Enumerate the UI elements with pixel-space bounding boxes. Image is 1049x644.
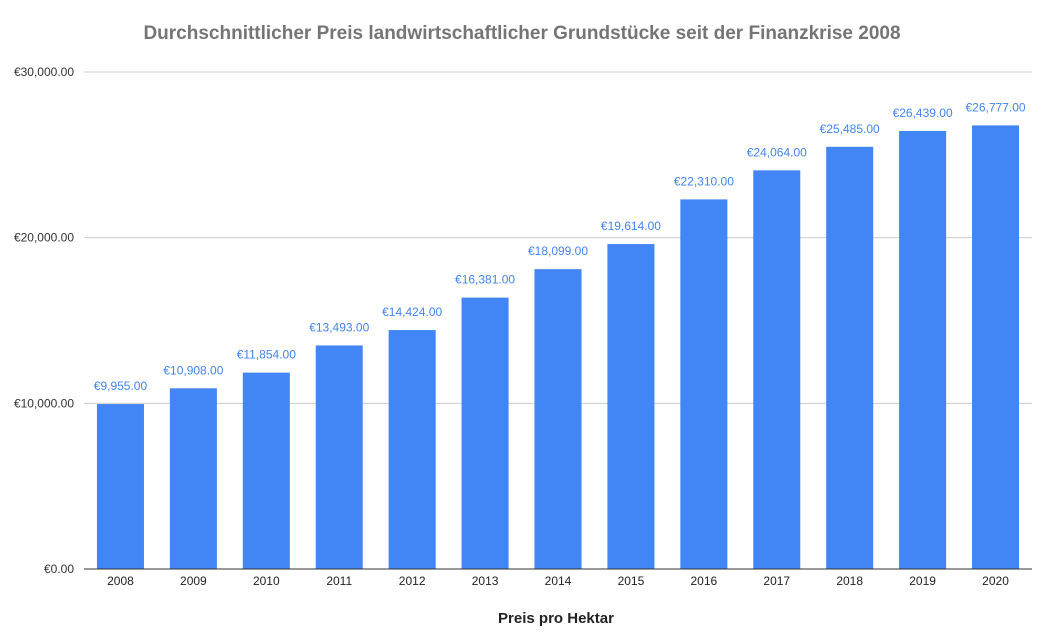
bar-2011 [315, 345, 363, 569]
bar-2013 [461, 297, 509, 569]
x-tick-label: 2017 [763, 574, 790, 588]
bar-2010 [242, 372, 290, 569]
bar-2009 [169, 388, 217, 569]
data-label-2010: €11,854.00 [237, 348, 296, 362]
bar-2008 [96, 404, 144, 569]
x-axis-ticks: 2008 2009 2010 2011 2012 2013 2014 2015 2016 2017… [107, 574, 1009, 588]
y-tick-label: €0.00 [44, 562, 74, 576]
bar-2017 [753, 170, 801, 570]
bar-2016 [680, 199, 728, 570]
data-label-2020: €26,777.00 [966, 100, 1026, 114]
chart-title: Durchschnittlicher Preis landwirtschaftl… [143, 23, 900, 44]
x-axis-title: Preis pro Hektar [498, 610, 614, 627]
x-tick-label: 2015 [618, 574, 645, 588]
bar-2014 [534, 269, 582, 569]
bar-2015 [607, 244, 655, 569]
x-tick-label: 2013 [472, 574, 499, 588]
data-label-2008: €9,955.00 [94, 379, 148, 393]
x-tick-label: 2016 [690, 574, 717, 588]
x-tick-label: 2020 [982, 574, 1009, 588]
data-label-2016: €22,310.00 [674, 174, 734, 188]
x-tick-label: 2009 [180, 574, 207, 588]
x-tick-label: 2011 [326, 574, 352, 588]
data-label-2017: €24,064.00 [747, 145, 807, 159]
data-label-2012: €14,424.00 [382, 305, 442, 319]
y-axis-ticks: €0.00 €10,000.00 €20,000.00 €30,000.00 [14, 65, 74, 576]
data-label-2014: €18,099.00 [528, 244, 588, 258]
bar-2018 [826, 146, 874, 569]
x-tick-label: 2012 [399, 574, 426, 588]
x-tick-label: 2014 [545, 574, 572, 588]
x-tick-label: 2008 [107, 574, 134, 588]
y-tick-label: €20,000.00 [14, 231, 74, 245]
data-label-2015: €19,614.00 [601, 219, 661, 233]
bar-2019 [899, 130, 947, 569]
x-tick-label: 2019 [909, 574, 936, 588]
data-label-2013: €16,381.00 [455, 273, 515, 287]
data-label-2019: €26,439.00 [893, 106, 953, 120]
bar-2012 [388, 330, 436, 569]
y-tick-label: €30,000.00 [14, 65, 74, 79]
data-label-2011: €13,493.00 [309, 320, 369, 334]
data-labels: €9,955.00 €10,908.00 €11,854.00 €13,493.00 €… [94, 100, 1026, 393]
data-label-2018: €25,485.00 [820, 122, 880, 136]
data-label-2009: €10,908.00 [163, 363, 223, 377]
y-tick-label: €10,000.00 [14, 396, 74, 410]
x-tick-label: 2010 [253, 574, 280, 588]
x-tick-label: 2018 [836, 574, 863, 588]
bars [96, 125, 1020, 570]
bar-2020 [972, 125, 1020, 570]
